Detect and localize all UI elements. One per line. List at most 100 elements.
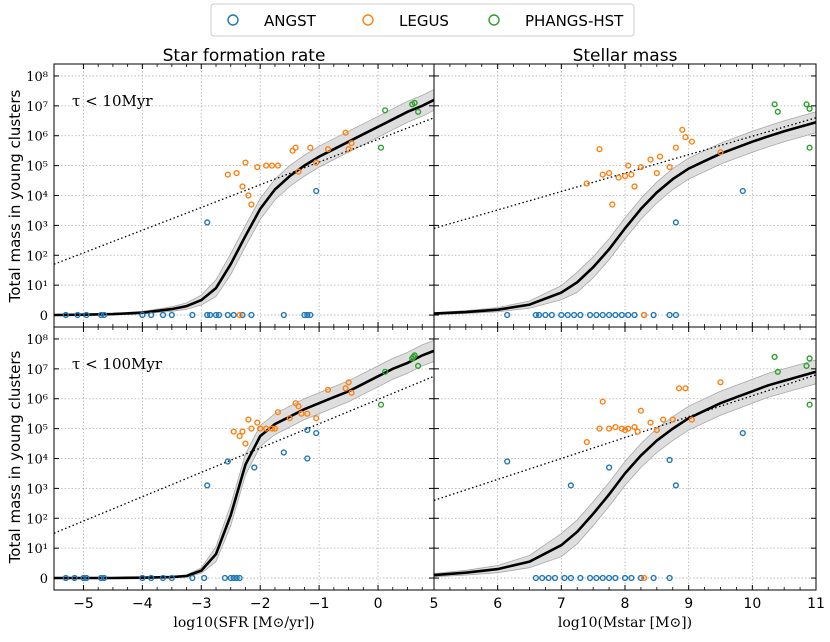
panel-top-right bbox=[433, 63, 817, 328]
xlabel-left: log10(SFR [M⊙/yr]) bbox=[173, 615, 314, 631]
legend-marker-angst bbox=[227, 14, 239, 26]
data-point-angst bbox=[230, 574, 237, 582]
data-point-angst bbox=[605, 311, 613, 319]
data-point-legus bbox=[640, 311, 648, 319]
data-point-legus bbox=[637, 164, 645, 171]
data-point-legus bbox=[605, 425, 613, 432]
data-point-legus bbox=[345, 146, 352, 153]
data-point-legus bbox=[295, 168, 302, 175]
data-point-legus bbox=[672, 144, 680, 151]
data-point-angst bbox=[148, 311, 155, 319]
grid bbox=[434, 64, 816, 327]
series-phangs-hst bbox=[771, 101, 813, 151]
data-point-legus bbox=[271, 425, 279, 432]
fit-confidence-band bbox=[54, 88, 434, 317]
series-angst bbox=[504, 430, 746, 582]
series-legus bbox=[224, 129, 355, 319]
data-point-angst bbox=[666, 311, 673, 319]
fit-line bbox=[434, 370, 816, 577]
data-point-angst bbox=[159, 574, 167, 582]
data-point-legus bbox=[679, 126, 686, 133]
y-tick-label: 10³ bbox=[26, 219, 48, 234]
data-point-angst bbox=[532, 311, 540, 319]
data-point-legus bbox=[688, 138, 696, 145]
data-point-legus bbox=[640, 574, 648, 582]
ticks bbox=[54, 327, 434, 590]
data-point-legus bbox=[307, 144, 314, 151]
x-tick-label: 9 bbox=[684, 596, 693, 612]
y-tick-label: 10¹ bbox=[26, 279, 48, 294]
data-point-angst bbox=[535, 311, 543, 319]
data-point-phangs-hst bbox=[415, 108, 422, 115]
data-point-angst bbox=[301, 311, 308, 319]
data-point-legus bbox=[583, 439, 590, 446]
data-point-phangs-hst bbox=[377, 401, 385, 408]
series-phangs-hst bbox=[377, 352, 422, 408]
data-point-angst bbox=[605, 464, 613, 471]
data-point-angst bbox=[561, 574, 568, 582]
data-point-angst bbox=[239, 311, 246, 319]
x-tick-label: 10 bbox=[743, 596, 761, 612]
data-point-angst bbox=[71, 574, 78, 582]
data-point-legus bbox=[348, 389, 355, 396]
data-point-angst bbox=[567, 574, 575, 582]
data-point-angst bbox=[504, 311, 511, 319]
data-point-legus bbox=[274, 409, 282, 416]
data-point-legus bbox=[286, 415, 293, 422]
data-point-angst bbox=[625, 311, 632, 319]
data-point-angst bbox=[251, 464, 258, 471]
data-point-legus bbox=[599, 171, 606, 178]
plot-area bbox=[54, 88, 434, 319]
series-phangs-hst bbox=[377, 99, 422, 151]
data-point-angst bbox=[204, 219, 211, 226]
reference-line bbox=[54, 375, 434, 534]
data-point-phangs-hst bbox=[771, 101, 778, 108]
data-point-legus bbox=[647, 419, 654, 426]
data-point-angst bbox=[666, 456, 673, 464]
fit-line bbox=[54, 98, 434, 317]
data-point-legus bbox=[254, 419, 261, 426]
series-angst bbox=[62, 187, 320, 319]
data-point-angst bbox=[650, 311, 657, 319]
data-point-legus bbox=[625, 425, 632, 432]
y-tick-label: 10⁸ bbox=[26, 70, 48, 85]
ylabel-top: Total mass in young clusters bbox=[6, 90, 24, 304]
legend-frame bbox=[210, 3, 635, 37]
legend: ANGST LEGUS PHANGS-HST bbox=[210, 3, 635, 37]
data-point-legus bbox=[295, 403, 302, 410]
data-point-angst bbox=[593, 574, 600, 582]
data-point-legus bbox=[345, 379, 352, 386]
data-point-phangs-hst bbox=[382, 368, 389, 375]
x-tick-label: 8 bbox=[621, 596, 630, 612]
data-point-legus bbox=[248, 201, 255, 208]
data-point-legus bbox=[628, 171, 635, 178]
data-point-legus bbox=[656, 153, 664, 160]
x-tick-label: 5 bbox=[430, 596, 439, 612]
data-point-angst bbox=[631, 311, 638, 319]
ticks bbox=[433, 327, 817, 590]
data-point-legus bbox=[274, 162, 282, 169]
panel-bottom-left: 0 10¹ 10² 10³ 10⁴ 10⁵ 10⁶ 10⁷ 10⁸ −5 −4 −3 −2 −1 0 τ < … bbox=[26, 326, 435, 612]
data-point-angst bbox=[672, 219, 680, 226]
data-point-angst bbox=[248, 311, 255, 319]
data-point-angst bbox=[168, 574, 175, 582]
y-tick-label: 0 bbox=[40, 309, 48, 324]
x-tick-label: −1 bbox=[309, 596, 330, 612]
fit-confidence-band bbox=[434, 359, 816, 578]
data-point-angst bbox=[637, 574, 645, 582]
data-point-legus bbox=[342, 129, 349, 136]
data-point-legus bbox=[292, 144, 299, 151]
data-point-angst bbox=[599, 311, 606, 319]
data-point-angst bbox=[304, 427, 311, 434]
data-point-angst bbox=[548, 311, 555, 319]
data-point-legus bbox=[324, 146, 332, 153]
data-point-legus bbox=[717, 149, 724, 156]
y-tick-label: 10³ bbox=[26, 482, 48, 497]
data-point-angst bbox=[236, 574, 243, 582]
fit-confidence-band bbox=[54, 339, 434, 579]
data-point-angst bbox=[97, 311, 105, 319]
data-point-legus bbox=[596, 425, 603, 432]
data-point-angst bbox=[83, 311, 90, 319]
data-point-legus bbox=[688, 416, 696, 423]
